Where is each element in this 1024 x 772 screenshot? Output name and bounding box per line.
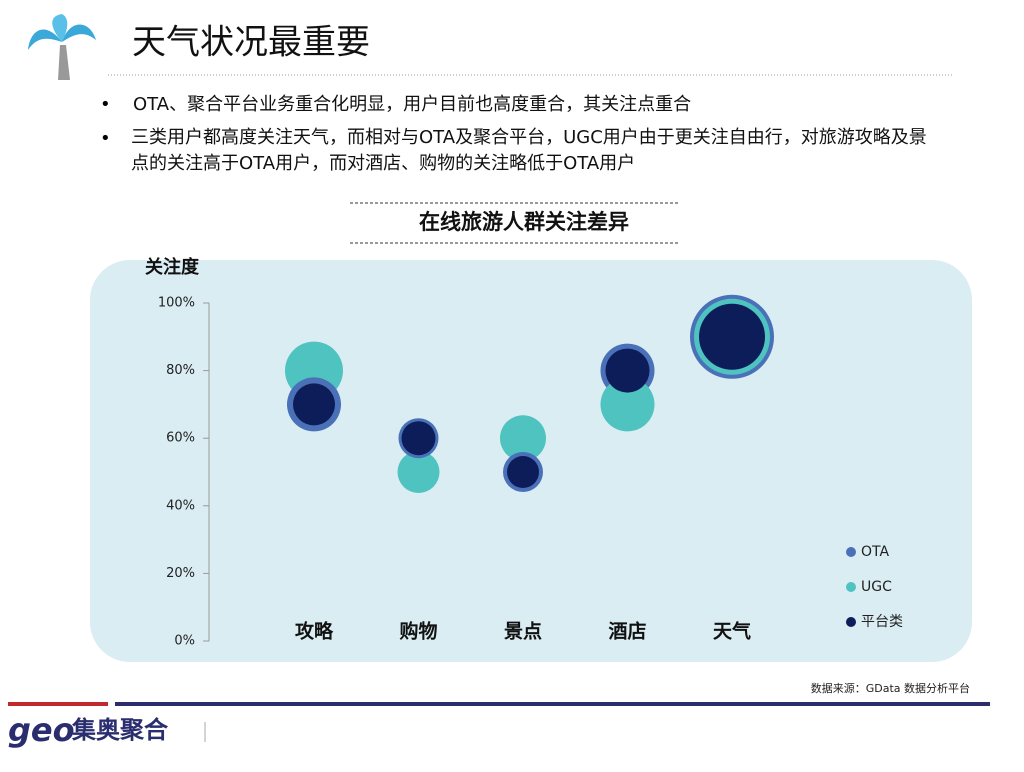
x-tick-label: 酒店 — [608, 620, 646, 643]
bullet-dot: • — [100, 128, 111, 149]
legend-swatch — [846, 582, 856, 592]
source: 数据来源：GData 数据分析平台 — [811, 681, 970, 695]
bullet-wrap: 三类用户都高度关注天气，而相对与OTA及聚合平台，UGC用户由于更关注自由行，对… — [131, 127, 927, 174]
palm-icon — [28, 14, 96, 80]
y-tick-label: 100% — [158, 296, 195, 311]
bubble — [699, 303, 765, 370]
legend-swatch — [846, 547, 856, 557]
chart-title: 在线旅游人群关注差异 — [419, 210, 629, 234]
logo: geo — [8, 711, 75, 749]
y-tick-label: 20% — [166, 566, 195, 581]
brand: 集奥聚合 — [71, 716, 169, 744]
y-tick-label: 80% — [166, 363, 195, 378]
bullet-dot: • — [100, 94, 111, 115]
legend-label: 平台类 — [861, 614, 903, 630]
bubble — [507, 456, 539, 488]
y-tick-label: 0% — [174, 634, 195, 649]
x-tick-label: 天气 — [713, 620, 751, 643]
bubble — [605, 348, 650, 393]
footer-bar — [115, 702, 990, 706]
bullet: 三类用户都高度关注天气，而相对与OTA及聚合平台，UGC用户由于更关注自由行，对… — [131, 127, 927, 174]
plot: 0% 20% 40% 60% 80% 100% 攻略 购物 景点 酒店 天气 OTA UGC 平台类 — [158, 294, 903, 649]
y-tick-label: 60% — [166, 431, 195, 446]
slide-title: 天气状况最重要 — [132, 23, 370, 63]
bullet: OTA、聚合平台业务重合化明显，用户目前也高度重合，其关注点重合 — [133, 94, 691, 115]
bubble — [401, 421, 436, 456]
legend-label: OTA — [861, 544, 889, 560]
x-tick-label: 攻略 — [295, 620, 334, 643]
bubble — [397, 451, 440, 493]
x-tick-label: 购物 — [399, 620, 437, 643]
y-axis-title: 关注度 — [145, 256, 200, 278]
legend-label: UGC — [861, 579, 892, 595]
bubble — [500, 415, 546, 462]
legend-swatch — [846, 617, 856, 627]
bubble — [293, 383, 335, 426]
footer-bar — [8, 702, 108, 706]
bubble — [600, 377, 655, 432]
y-tick-label: 40% — [166, 498, 195, 513]
x-tick-label: 景点 — [504, 621, 542, 643]
